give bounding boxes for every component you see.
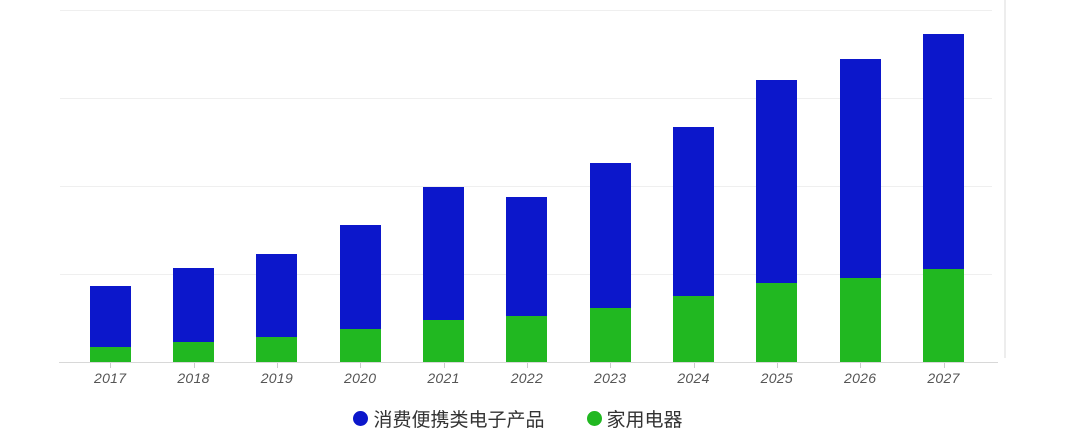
x-axis-tick — [693, 363, 695, 368]
legend-item-portable-electronics: 消费便携类电子产品 — [353, 405, 545, 432]
x-axis-tick — [443, 363, 445, 368]
x-axis-label: 2018 — [177, 370, 210, 386]
image-right-edge-line — [1004, 0, 1006, 358]
bar-segment-home-appliances — [89, 347, 131, 362]
legend: 消费便携类电子产品 家用电器 — [0, 405, 1058, 432]
x-axis-line — [59, 362, 998, 363]
x-axis-label: 2026 — [844, 370, 877, 386]
x-axis-label: 2019 — [260, 370, 294, 386]
x-axis-tick — [276, 363, 278, 368]
x-axis-label: 2023 — [594, 370, 627, 386]
x-axis-label: 2025 — [760, 370, 793, 386]
x-axis-tick — [193, 363, 195, 368]
x-axis-label: 2022 — [510, 370, 544, 386]
bar-segment-portable-electronics — [256, 253, 298, 338]
x-axis-label: 2020 — [344, 370, 377, 386]
bar-segment-home-appliances — [173, 341, 214, 362]
x-axis-label: 2024 — [677, 370, 710, 386]
y-gridline — [60, 98, 992, 99]
legend-dot-icon — [353, 411, 369, 426]
bar-segment-portable-electronics — [173, 267, 214, 342]
y-gridline — [60, 186, 992, 187]
x-axis-tick — [943, 363, 945, 368]
x-axis-label: 2021 — [427, 370, 460, 386]
bar-segment-portable-electronics — [839, 59, 881, 279]
bar-segment-portable-electronics — [506, 197, 548, 317]
x-axis-tick — [860, 363, 862, 368]
bar-segment-home-appliances — [589, 308, 631, 362]
bar-segment-portable-electronics — [339, 224, 381, 330]
legend-dot-icon — [586, 411, 602, 426]
x-axis-label: 2027 — [927, 370, 960, 386]
legend-label: 消费便携类电子产品 — [373, 410, 545, 431]
bar-segment-portable-electronics — [89, 286, 131, 347]
bar-segment-home-appliances — [339, 329, 381, 362]
bar-segment-portable-electronics — [673, 127, 714, 296]
x-axis-label: 2017 — [94, 370, 127, 386]
x-axis-tick — [360, 363, 362, 368]
bar-segment-home-appliances — [256, 337, 298, 362]
y-gridline — [60, 10, 992, 11]
bar-segment-portable-electronics — [423, 186, 464, 320]
bar-segment-portable-electronics — [589, 163, 631, 309]
bar-segment-home-appliances — [673, 296, 714, 362]
legend-item-home-appliances: 家用电器 — [586, 405, 683, 432]
x-axis-tick — [776, 363, 778, 368]
bar-segment-home-appliances — [923, 268, 964, 362]
bar-segment-portable-electronics — [923, 33, 964, 269]
x-axis-tick — [526, 363, 528, 368]
x-axis-tick — [110, 363, 112, 368]
bar-segment-home-appliances — [756, 282, 798, 362]
x-axis-tick — [610, 363, 612, 368]
bar-segment-home-appliances — [839, 278, 881, 362]
bar-segment-home-appliances — [423, 319, 464, 362]
bar-segment-portable-electronics — [756, 79, 798, 283]
legend-label: 家用电器 — [606, 410, 683, 431]
bar-segment-home-appliances — [506, 316, 548, 362]
